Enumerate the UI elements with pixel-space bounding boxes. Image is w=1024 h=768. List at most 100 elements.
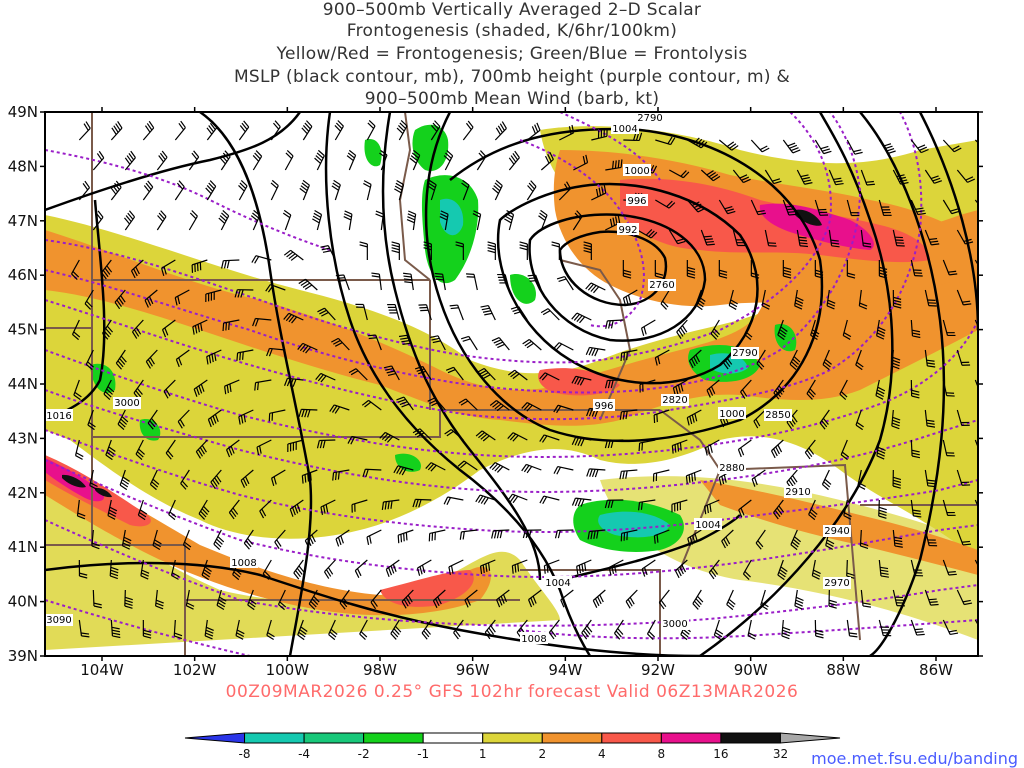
wind-barb <box>102 319 114 340</box>
wind-barb <box>484 619 496 640</box>
wind-barb <box>686 260 696 279</box>
wind-barb <box>814 260 824 279</box>
wind-barb <box>740 379 752 399</box>
wind-barb <box>989 230 1006 243</box>
wind-barb <box>571 497 592 507</box>
lon-label: 100W <box>266 661 310 679</box>
mslp-label: 1008 <box>520 632 548 645</box>
wind-barb <box>105 439 116 461</box>
wind-barb <box>738 499 752 518</box>
lat-label: 45N <box>8 321 38 339</box>
wind-barb <box>393 465 414 476</box>
wind-barb <box>695 289 706 311</box>
wind-barb <box>878 499 887 519</box>
wind-barb <box>287 439 304 453</box>
wind-barb <box>348 368 368 381</box>
mslp-label: 996 <box>626 194 648 207</box>
wind-barb <box>91 529 100 550</box>
wind-barb <box>538 209 548 231</box>
colorbar-swatch <box>303 732 365 744</box>
wind-barb <box>354 559 368 578</box>
wind-barb <box>314 149 325 171</box>
wind-barb <box>475 430 496 442</box>
wind-barb <box>773 379 785 400</box>
wind-barb <box>119 469 130 491</box>
wind-barb <box>910 499 922 518</box>
wind-barb <box>556 275 574 291</box>
lat-label: 43N <box>8 429 38 447</box>
wind-barb <box>479 559 496 575</box>
wind-barb <box>924 169 943 184</box>
wind-barb <box>461 179 470 201</box>
wind-barb <box>510 305 528 321</box>
wind-barb <box>173 619 183 640</box>
wind-barb <box>704 499 720 515</box>
colorbar: -8 -4 -2 -1 1 2 4 8 16 32 <box>184 732 841 761</box>
wind-barb <box>892 589 905 607</box>
wind-barb <box>571 375 592 386</box>
wind-barb <box>620 349 638 362</box>
wind-barb <box>107 499 118 520</box>
wind-barb <box>687 529 702 547</box>
wind-barb <box>101 259 113 280</box>
wind-barb <box>989 470 1004 485</box>
wind-barb <box>942 619 959 636</box>
lon-label: 92W <box>641 661 675 679</box>
wind-barb <box>855 349 864 371</box>
wind-barb <box>539 434 560 443</box>
mslp-label: 992 <box>617 223 639 236</box>
wind-barb <box>221 259 240 269</box>
wind-barb <box>416 559 432 576</box>
wind-barb <box>604 439 624 449</box>
height-label: 2970 <box>823 577 851 589</box>
wind-barb <box>718 139 739 151</box>
wind-barb <box>751 469 766 487</box>
wind-barb <box>989 170 1007 181</box>
wind-barb <box>521 402 542 412</box>
wind-barb <box>860 169 875 186</box>
wind-barb <box>756 349 766 370</box>
wind-barb <box>476 150 487 171</box>
height-label: 3000 <box>113 397 141 409</box>
lat-label: 46N <box>8 266 38 284</box>
wind-barb <box>646 619 656 640</box>
wind-barb <box>974 319 978 328</box>
wind-barb <box>282 209 292 231</box>
wind-barb <box>860 229 872 248</box>
wind-barb <box>124 589 133 609</box>
wind-barb <box>312 210 323 231</box>
longitude-axis: 104W 102W 100W 98W 96W 94W 92W 90W 88W 86W <box>80 107 953 679</box>
wind-barb <box>706 379 720 398</box>
wind-barb <box>620 529 638 542</box>
lat-label: 48N <box>8 157 38 175</box>
wind-barb <box>328 619 338 641</box>
wind-barb <box>558 181 572 201</box>
wind-barb <box>910 559 924 577</box>
wind-barb <box>608 559 624 576</box>
height-label: 2880 <box>718 462 746 474</box>
wind-barb <box>507 432 528 442</box>
wind-barb <box>974 619 978 626</box>
wind-barb <box>71 319 81 341</box>
wind-barb <box>814 619 824 639</box>
wind-barb <box>421 619 432 640</box>
wind-barb <box>846 260 856 279</box>
lon-label: 102W <box>173 661 217 679</box>
wind-barb <box>989 410 1003 425</box>
colorbar-swatch <box>184 732 246 744</box>
svg-text:1008: 1008 <box>521 634 546 645</box>
height-label: 2760 <box>648 279 676 291</box>
wind-barb <box>875 379 886 400</box>
wind-barb <box>726 589 736 611</box>
wind-barb <box>363 180 372 201</box>
wind-barb <box>622 289 638 306</box>
wind-barb <box>131 319 144 339</box>
wind-barb <box>460 335 478 351</box>
wind-barb <box>989 530 1004 544</box>
colorbar-tick-label: -1 <box>417 747 429 761</box>
wind-barb <box>826 289 836 310</box>
wind-barb <box>753 409 766 429</box>
credit-link[interactable]: moe.met.fsu.edu/banding <box>811 749 1018 768</box>
wind-barb <box>140 559 150 580</box>
wind-barb <box>586 468 606 478</box>
